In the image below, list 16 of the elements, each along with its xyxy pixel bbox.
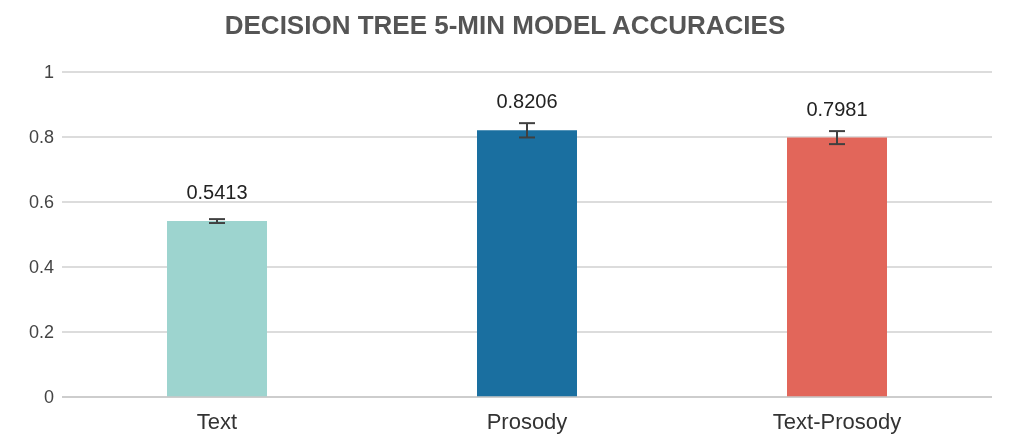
y-tick-label: 0.8 xyxy=(28,127,54,148)
x-tick-label: Prosody xyxy=(486,408,568,434)
data-label: 0.8206 xyxy=(496,90,558,113)
x-tick-label: Text-Prosody xyxy=(772,408,902,434)
y-tick-label: 0 xyxy=(43,387,54,408)
y-tick-label: 0.6 xyxy=(28,192,54,213)
x-tick-label: Text xyxy=(196,408,238,434)
data-label: 0.7981 xyxy=(806,97,868,120)
bar xyxy=(167,221,267,397)
y-tick-label: 1 xyxy=(43,62,54,83)
data-label: 0.5413 xyxy=(186,181,248,204)
chart-title: DECISION TREE 5-MIN MODEL ACCURACIES xyxy=(223,9,787,42)
y-tick-label: 0.2 xyxy=(28,322,54,343)
bar xyxy=(787,137,887,397)
y-tick-label: 0.4 xyxy=(28,257,54,278)
bar xyxy=(477,130,577,397)
